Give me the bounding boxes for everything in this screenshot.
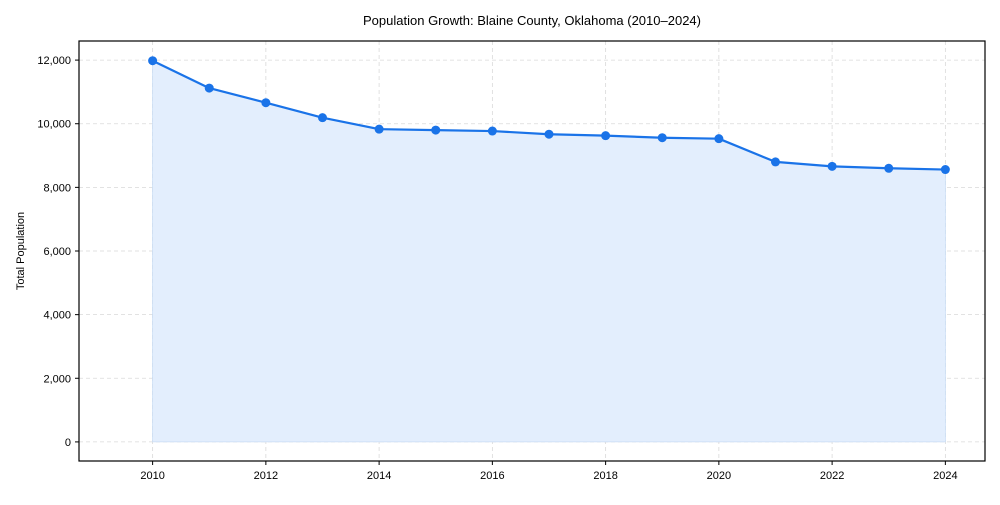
x-tick-label: 2010 [140,470,164,482]
y-tick-label: 8,000 [43,182,71,194]
x-axis-ticks: 2010 2012 2014 2016 2018 2020 2022 2024 [140,461,958,482]
data-point-marker [148,56,158,66]
y-axis-ticks: 0 2,000 4,000 6,000 8,000 10,000 12,000 [37,55,79,449]
data-point-marker [204,83,214,93]
x-tick-label: 2012 [254,470,278,482]
data-point-marker [601,131,611,141]
y-tick-label: 0 [65,437,71,449]
data-point-marker [770,157,780,167]
data-point-marker [317,113,327,123]
area-fill [152,60,946,443]
data-point-marker [261,98,271,108]
x-tick-label: 2014 [367,470,391,482]
data-point-marker [657,133,667,143]
x-tick-label: 2024 [933,470,957,482]
data-point-marker [940,165,950,175]
y-tick-label: 2,000 [43,373,71,385]
x-tick-label: 2022 [820,470,844,482]
area-under-curve [152,60,946,443]
x-tick-label: 2016 [480,470,504,482]
data-point-marker [714,134,724,144]
data-point-marker [544,129,554,139]
y-tick-label: 6,000 [43,246,71,258]
y-tick-label: 12,000 [37,55,71,67]
x-tick-label: 2020 [707,470,731,482]
data-point-marker [487,126,497,136]
data-markers [148,56,950,175]
x-tick-label: 2018 [593,470,617,482]
y-tick-label: 10,000 [37,119,71,131]
data-point-marker [374,124,384,134]
y-tick-label: 4,000 [43,310,71,322]
data-point-marker [827,161,837,171]
chart-title: Population Growth: Blaine County, Oklaho… [363,13,701,28]
y-axis-label: Total Population [15,212,27,290]
data-point-marker [431,125,441,135]
data-point-marker [884,163,894,173]
